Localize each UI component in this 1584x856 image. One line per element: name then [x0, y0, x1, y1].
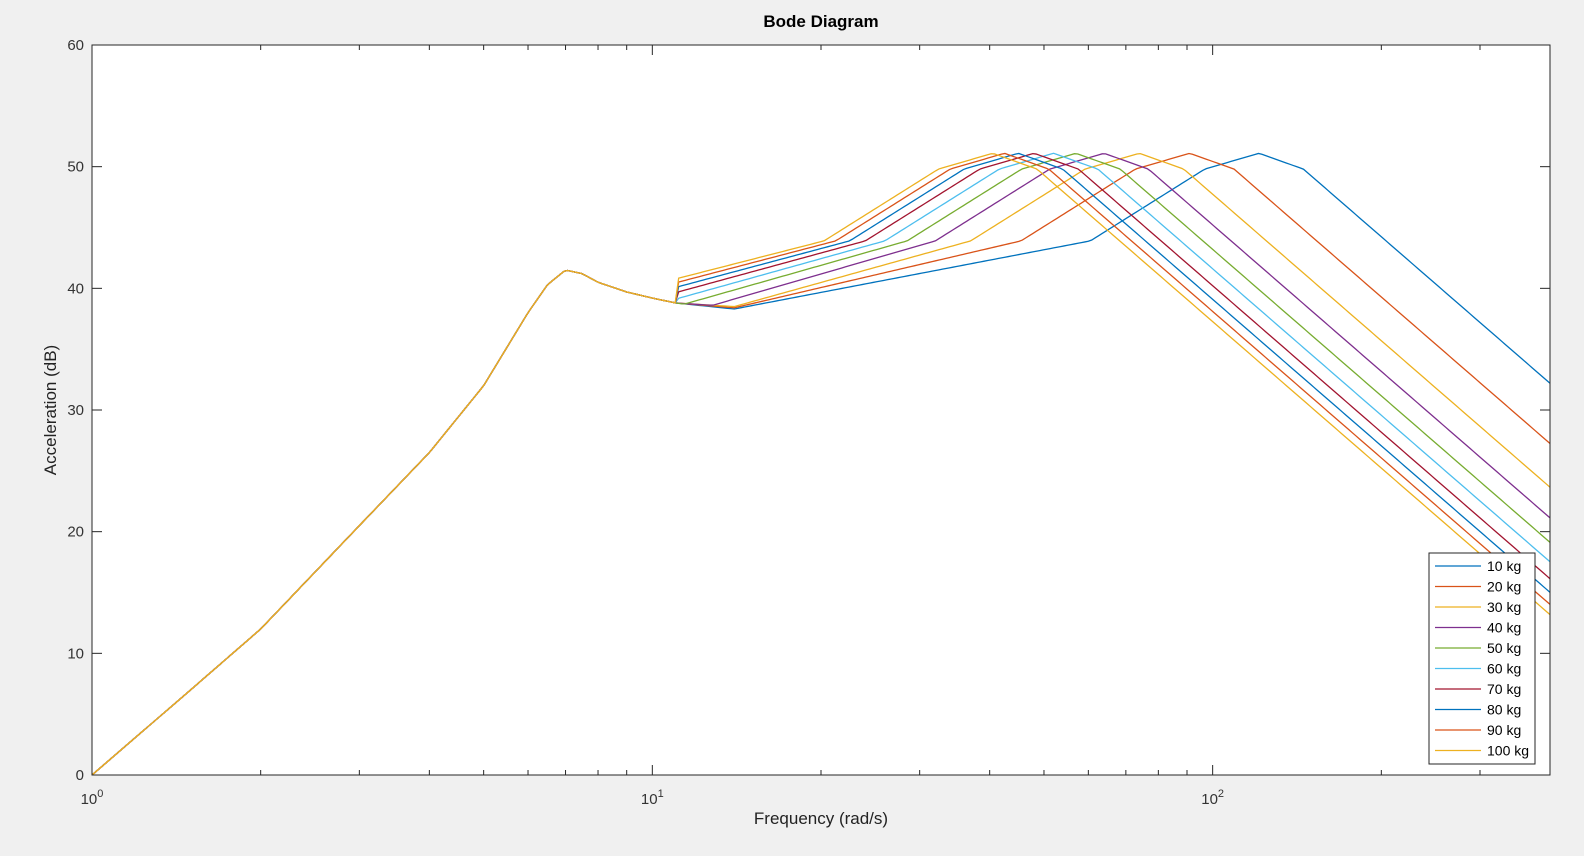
x-axis-label: Frequency (rad/s) — [754, 809, 888, 828]
legend-label: 80 kg — [1487, 702, 1521, 718]
legend-label: 100 kg — [1487, 743, 1529, 759]
x-tick-label: 101 — [641, 788, 664, 808]
x-tick-label: 102 — [1201, 788, 1224, 808]
y-tick-label: 50 — [67, 159, 84, 176]
y-tick-label: 30 — [67, 402, 84, 419]
y-axis-label: Acceleration (dB) — [41, 345, 60, 475]
legend-label: 10 kg — [1487, 558, 1521, 574]
legend-label: 40 kg — [1487, 620, 1521, 636]
legend-label: 60 kg — [1487, 661, 1521, 677]
y-tick-label: 40 — [67, 280, 84, 297]
legend-label: 30 kg — [1487, 599, 1521, 615]
y-tick-label: 10 — [67, 645, 84, 662]
y-tick-label: 0 — [76, 767, 84, 784]
chart-title: Bode Diagram — [763, 12, 878, 31]
y-tick-label: 20 — [67, 524, 84, 541]
legend-label: 20 kg — [1487, 579, 1521, 595]
legend: 10 kg 20 kg 30 kg 40 kg 50 kg 60 kg 70 kg 80 kg… — [1428, 552, 1536, 765]
legend-box — [1428, 552, 1536, 765]
x-tick-label: 100 — [81, 788, 104, 808]
legend-label: 90 kg — [1487, 722, 1521, 738]
plot-area — [92, 45, 1550, 775]
legend-label: 50 kg — [1487, 640, 1521, 656]
series-layer — [91, 152, 1551, 776]
legend-label: 70 kg — [1487, 681, 1521, 697]
series-line-100-kg — [91, 153, 1551, 776]
y-tick-label: 60 — [67, 37, 84, 54]
